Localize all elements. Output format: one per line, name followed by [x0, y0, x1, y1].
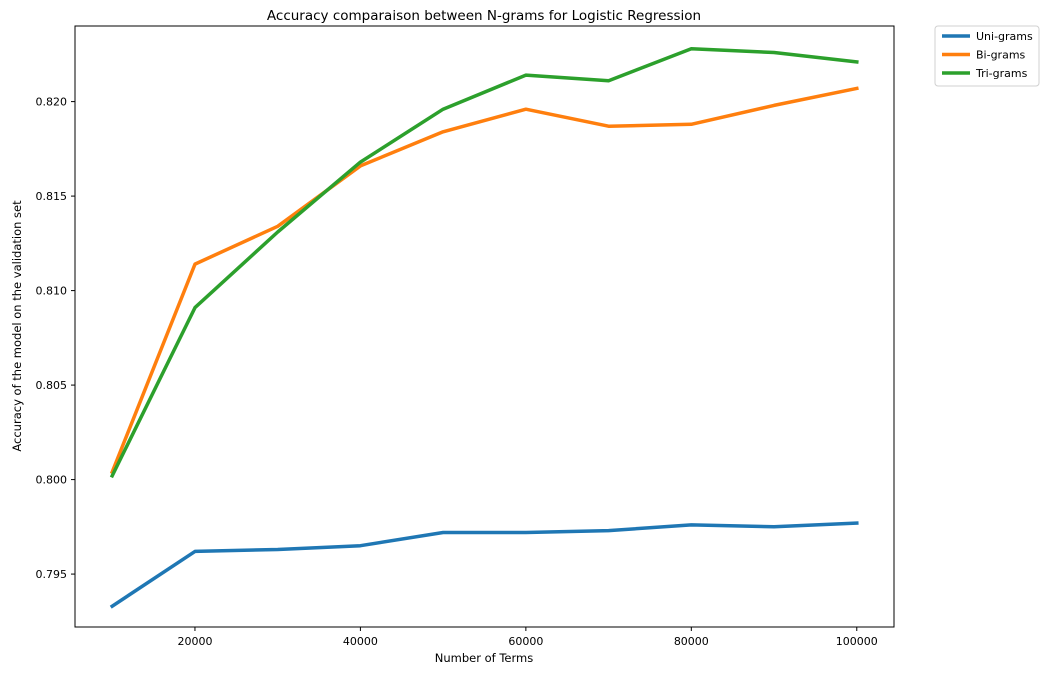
x-tick-label: 80000 — [674, 635, 709, 648]
legend: Uni-grams Bi-grams Tri-grams — [934, 25, 1040, 87]
x-tick-label: 60000 — [508, 635, 543, 648]
chart-title: Accuracy comparaison between N-grams for… — [267, 8, 701, 24]
legend-label: Tri-grams — [975, 67, 1028, 80]
series-line-bi-grams — [109, 86, 859, 475]
y-tick-label: 0.795 — [36, 568, 68, 581]
series-layer — [109, 46, 859, 609]
series-line-uni-grams — [109, 521, 859, 609]
legend-label: Bi-grams — [976, 49, 1026, 62]
legend-label: Uni-grams — [976, 30, 1033, 43]
y-tick-label: 0.800 — [36, 474, 68, 487]
y-axis-label: Accuracy of the model on the validation … — [10, 200, 24, 452]
y-tick-label: 0.810 — [36, 285, 68, 298]
series-line-tri-grams — [109, 46, 859, 479]
plot-frame — [74, 25, 895, 628]
y-tick-label: 0.820 — [36, 96, 68, 109]
x-tick-label: 40000 — [343, 635, 378, 648]
y-axis: 0.795 0.800 0.805 0.810 0.815 0.820 — [36, 96, 75, 581]
y-tick-label: 0.805 — [36, 379, 68, 392]
x-axis-label: Number of Terms — [435, 651, 533, 665]
x-axis: 20000 40000 60000 80000 100000 — [177, 627, 878, 648]
x-tick-label: 100000 — [836, 635, 878, 648]
x-tick-label: 20000 — [177, 635, 212, 648]
y-tick-label: 0.815 — [36, 190, 68, 203]
legend-frame — [934, 25, 1040, 87]
